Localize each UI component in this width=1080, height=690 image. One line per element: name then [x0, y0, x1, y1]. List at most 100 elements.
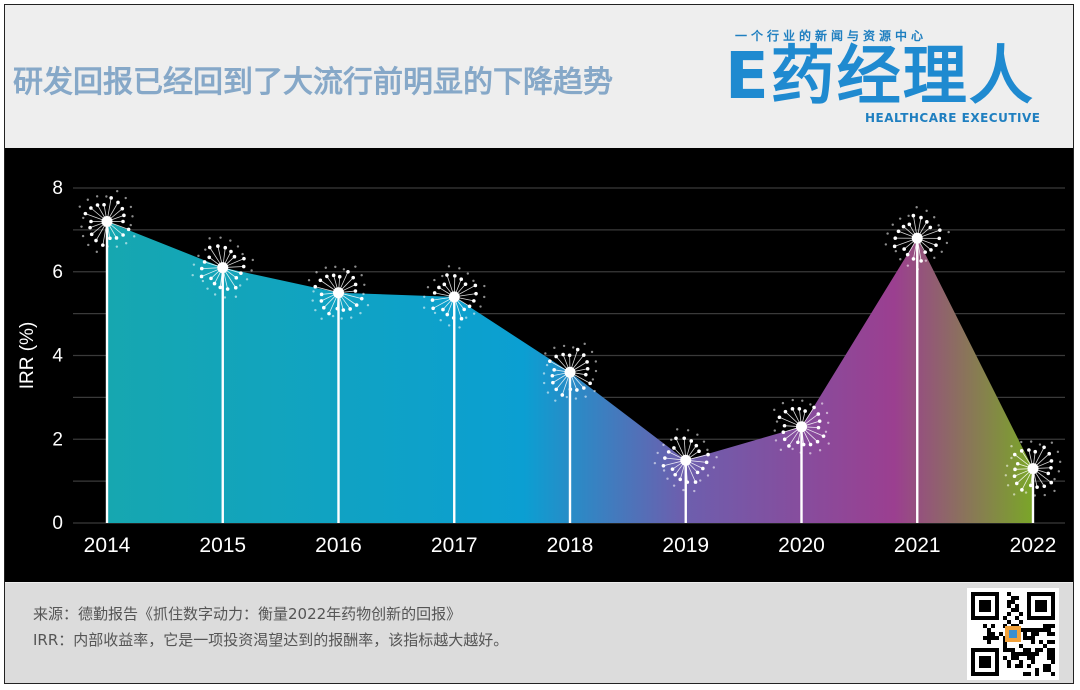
qr-module — [1047, 624, 1051, 628]
marker-seed — [666, 477, 669, 480]
qr-module — [995, 636, 999, 640]
marker-seed — [940, 250, 943, 253]
marker-seed — [892, 244, 897, 249]
marker-seed — [884, 243, 888, 246]
marker-seed — [896, 229, 901, 234]
marker-seed — [886, 232, 889, 235]
marker-seed — [581, 353, 586, 357]
marker-seed — [116, 189, 119, 193]
marker-seed — [911, 213, 916, 218]
marker-seed — [1027, 448, 1031, 452]
marker-seed — [133, 235, 136, 238]
x-tick-label: 2019 — [662, 534, 709, 557]
marker-seed — [1020, 488, 1024, 492]
marker-seed — [673, 472, 677, 477]
qr-module — [987, 640, 991, 644]
data-point-2017 — [422, 265, 486, 329]
qr-center-logo — [1009, 630, 1017, 638]
marker-seed — [790, 407, 795, 411]
qr-module — [1003, 656, 1007, 660]
marker-seed — [663, 456, 667, 460]
qr-module — [1039, 640, 1043, 644]
marker-seed — [552, 368, 556, 372]
marker-seed — [929, 248, 933, 252]
marker-seed — [546, 391, 550, 394]
qr-module — [1007, 620, 1011, 624]
marker-seed — [550, 373, 555, 378]
marker-seed — [693, 489, 696, 493]
qr-module — [1047, 668, 1051, 672]
marker-seed — [1033, 494, 1037, 497]
marker-seed — [1012, 493, 1016, 496]
qr-module — [1047, 664, 1051, 668]
marker-seed — [712, 466, 716, 469]
marker-seed — [925, 220, 929, 224]
qr-module — [1043, 644, 1047, 648]
qr-module — [1035, 648, 1039, 652]
marker-seed — [245, 278, 249, 281]
data-point-dot — [796, 421, 807, 433]
y-axis-label: IRR (%) — [17, 322, 38, 390]
marker-seed — [342, 268, 346, 271]
marker-seed — [225, 287, 230, 291]
qr-code[interactable] — [967, 588, 1059, 680]
marker-seed — [354, 265, 357, 268]
qr-module — [991, 636, 995, 640]
marker-seed — [781, 430, 786, 435]
marker-seed — [1042, 445, 1046, 450]
marker-seed — [1038, 443, 1042, 446]
x-tick-label: 2016 — [315, 534, 362, 557]
marker-seed — [311, 299, 314, 302]
footer: 来源：德勤报告《抓住数字动力：衡量2022年药物创新的回报》 IRR：内部收益率… — [5, 583, 1073, 683]
qr-module — [1035, 632, 1039, 636]
qr-module — [1027, 672, 1031, 676]
marker-seed — [335, 306, 340, 311]
y-tick-label: 4 — [52, 346, 63, 367]
marker-seed — [685, 480, 690, 484]
marker-seed — [89, 219, 93, 224]
marker-seed — [463, 282, 468, 286]
marker-seed — [1005, 464, 1009, 467]
marker-seed — [1012, 474, 1017, 479]
marker-seed — [437, 285, 441, 290]
marker-seed — [362, 292, 365, 296]
marker-seed — [124, 242, 128, 245]
marker-seed — [594, 369, 598, 373]
marker-seed — [213, 293, 217, 296]
marker-seed — [791, 398, 794, 402]
marker-seed — [442, 282, 447, 287]
qr-module — [1019, 620, 1023, 624]
marker-seed — [251, 258, 255, 262]
marker-seed — [366, 303, 370, 307]
marker-seed — [777, 415, 782, 420]
marker-seed — [656, 451, 659, 455]
marker-seed — [682, 488, 685, 492]
marker-seed — [314, 308, 317, 312]
marker-seed — [545, 363, 549, 367]
marker-seed — [1013, 467, 1017, 472]
marker-seed — [901, 224, 906, 229]
marker-seed — [933, 216, 936, 219]
marker-seed — [483, 284, 486, 288]
marker-seed — [670, 467, 675, 471]
marker-seed — [363, 283, 366, 286]
marker-seed — [1006, 484, 1010, 487]
qr-module — [1031, 656, 1035, 660]
marker-seed — [1020, 440, 1023, 444]
marker-seed — [467, 304, 472, 309]
qr-module — [1011, 600, 1015, 604]
marker-seed — [588, 381, 592, 386]
marker-seed — [131, 215, 134, 218]
marker-seed — [201, 279, 205, 283]
qr-module — [1023, 632, 1027, 636]
data-point-2014 — [78, 189, 136, 254]
marker-seed — [445, 312, 450, 317]
marker-seed — [773, 408, 776, 412]
marker-seed — [242, 256, 246, 261]
marker-seed — [686, 429, 690, 432]
marker-seed — [426, 286, 430, 289]
marker-seed — [114, 236, 119, 240]
marker-seed — [105, 195, 108, 198]
marker-seed — [423, 295, 426, 298]
brand-logo: 一个行业的新闻与资源中心 E药经理人 HEALTHCARE EXECUTIVE — [725, 27, 1055, 135]
